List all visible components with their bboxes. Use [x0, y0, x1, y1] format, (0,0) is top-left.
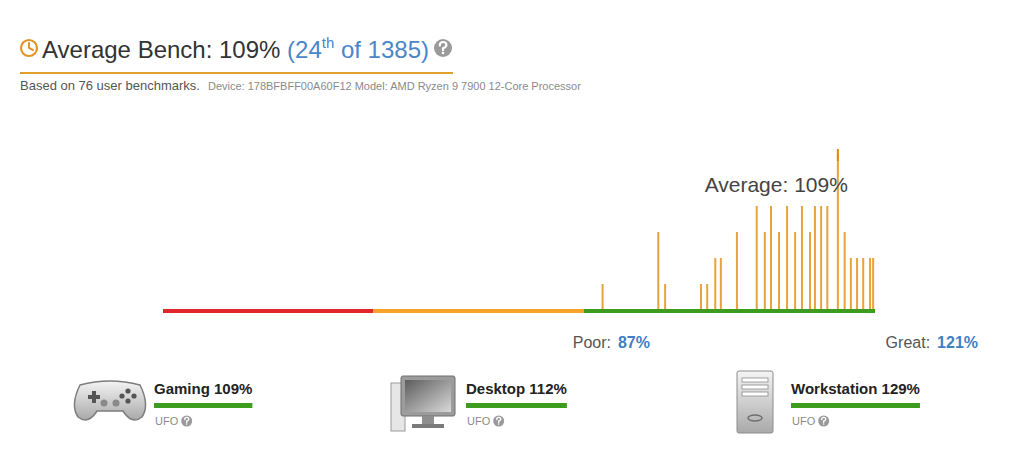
- help-glyph: [185, 417, 189, 422]
- bars: [602, 149, 875, 310]
- great-label-text: Great:: [886, 334, 930, 351]
- clock-icon: [21, 40, 37, 56]
- gamepad-button: [131, 393, 136, 398]
- help-circle: [493, 416, 504, 427]
- bar: [706, 284, 708, 310]
- title-underline: [20, 72, 453, 74]
- bar: [794, 232, 796, 310]
- help-circle: [181, 416, 192, 427]
- axis-band: [163, 309, 374, 313]
- bar: [764, 232, 766, 310]
- bar: [826, 206, 828, 310]
- gamepad-body: [74, 381, 145, 420]
- great-label: Great: 121%: [886, 334, 978, 351]
- clock-hands: [29, 43, 33, 50]
- help-dot: [442, 52, 445, 55]
- bar: [778, 232, 780, 310]
- bar: [862, 258, 864, 310]
- monitor-base: [412, 424, 444, 428]
- title-main: Average Bench: 109%: [42, 36, 287, 63]
- axis-band: [584, 309, 875, 313]
- help-dot: [186, 423, 188, 425]
- bar: [801, 206, 803, 310]
- help-glyph: [822, 417, 826, 422]
- help-circle: [434, 39, 452, 57]
- tower-bay: [742, 392, 768, 396]
- help-circle: [818, 416, 829, 427]
- score-underline: [154, 403, 252, 408]
- bar: [786, 206, 788, 310]
- bar: [714, 258, 716, 310]
- score-label: Desktop 112%: [466, 380, 567, 397]
- monitor-screen: [405, 380, 451, 412]
- bar: [850, 258, 852, 310]
- poor-label-text: Poor:: [573, 334, 611, 351]
- rank-close: of 1385): [334, 36, 429, 63]
- axis-band: [374, 309, 585, 313]
- bar: [814, 206, 816, 310]
- monitor-frame: [401, 376, 455, 416]
- help-icon[interactable]: [181, 416, 192, 427]
- average-marker: [837, 149, 839, 161]
- score-tier: UFO: [155, 415, 179, 427]
- bar: [756, 206, 758, 310]
- desktop-icon: [391, 376, 455, 431]
- average-label: Average: 109%: [705, 173, 848, 196]
- gamepad-dpad: [88, 391, 100, 403]
- clock-face: [21, 40, 37, 56]
- bar: [602, 284, 604, 310]
- bar: [736, 232, 738, 310]
- help-glyph: [497, 417, 501, 422]
- help-dot: [498, 423, 500, 425]
- gamepad-button: [119, 393, 124, 398]
- help-icon[interactable]: [493, 416, 504, 427]
- tower-bay: [742, 378, 768, 382]
- title: Average Bench: 109% (24th of 1385): [42, 34, 429, 63]
- poor-label-value: 87%: [618, 334, 650, 351]
- score-label: Gaming 109%: [154, 380, 252, 397]
- bar: [844, 232, 846, 310]
- monitor-neck: [422, 416, 434, 424]
- device-info: Device: 178BFBFF00A60F12 Model: AMD Ryze…: [208, 80, 581, 92]
- bar: [700, 284, 702, 310]
- help-dot: [823, 423, 825, 425]
- bar: [820, 206, 822, 310]
- score-underline: [466, 403, 567, 408]
- bar: [872, 258, 874, 310]
- page: Average Bench: 109% (24th of 1385) Based …: [0, 0, 1024, 475]
- subtitle: Based on 76 user benchmarks.: [20, 78, 200, 93]
- bar: [869, 258, 871, 310]
- bar: [770, 206, 772, 310]
- gamepad-stick: [101, 400, 108, 407]
- score-label: Workstation 129%: [791, 380, 920, 397]
- bar: [664, 284, 666, 310]
- gamepad-button: [125, 388, 130, 393]
- rank-open: (24: [287, 36, 322, 63]
- help-icon[interactable]: [434, 39, 452, 57]
- score-tier: UFO: [792, 415, 816, 427]
- help-glyph: [440, 42, 447, 50]
- bar: [657, 232, 659, 310]
- gamepad-button: [125, 398, 130, 403]
- tower-button: [748, 415, 762, 421]
- poor-label: Poor: 87%: [573, 334, 650, 351]
- bar: [856, 258, 858, 310]
- great-label-value: 121%: [937, 334, 978, 351]
- gamepad-stick: [113, 400, 120, 407]
- workstation-icon: [737, 371, 773, 433]
- score-tier: UFO: [467, 415, 491, 427]
- bar: [720, 258, 722, 310]
- bar: [809, 232, 811, 310]
- help-icon[interactable]: [818, 416, 829, 427]
- gamepad-icon: [74, 381, 145, 420]
- score-underline: [791, 403, 920, 408]
- rank-suffix: th: [322, 34, 335, 51]
- tower-bay: [742, 385, 768, 389]
- tower-case: [737, 371, 773, 433]
